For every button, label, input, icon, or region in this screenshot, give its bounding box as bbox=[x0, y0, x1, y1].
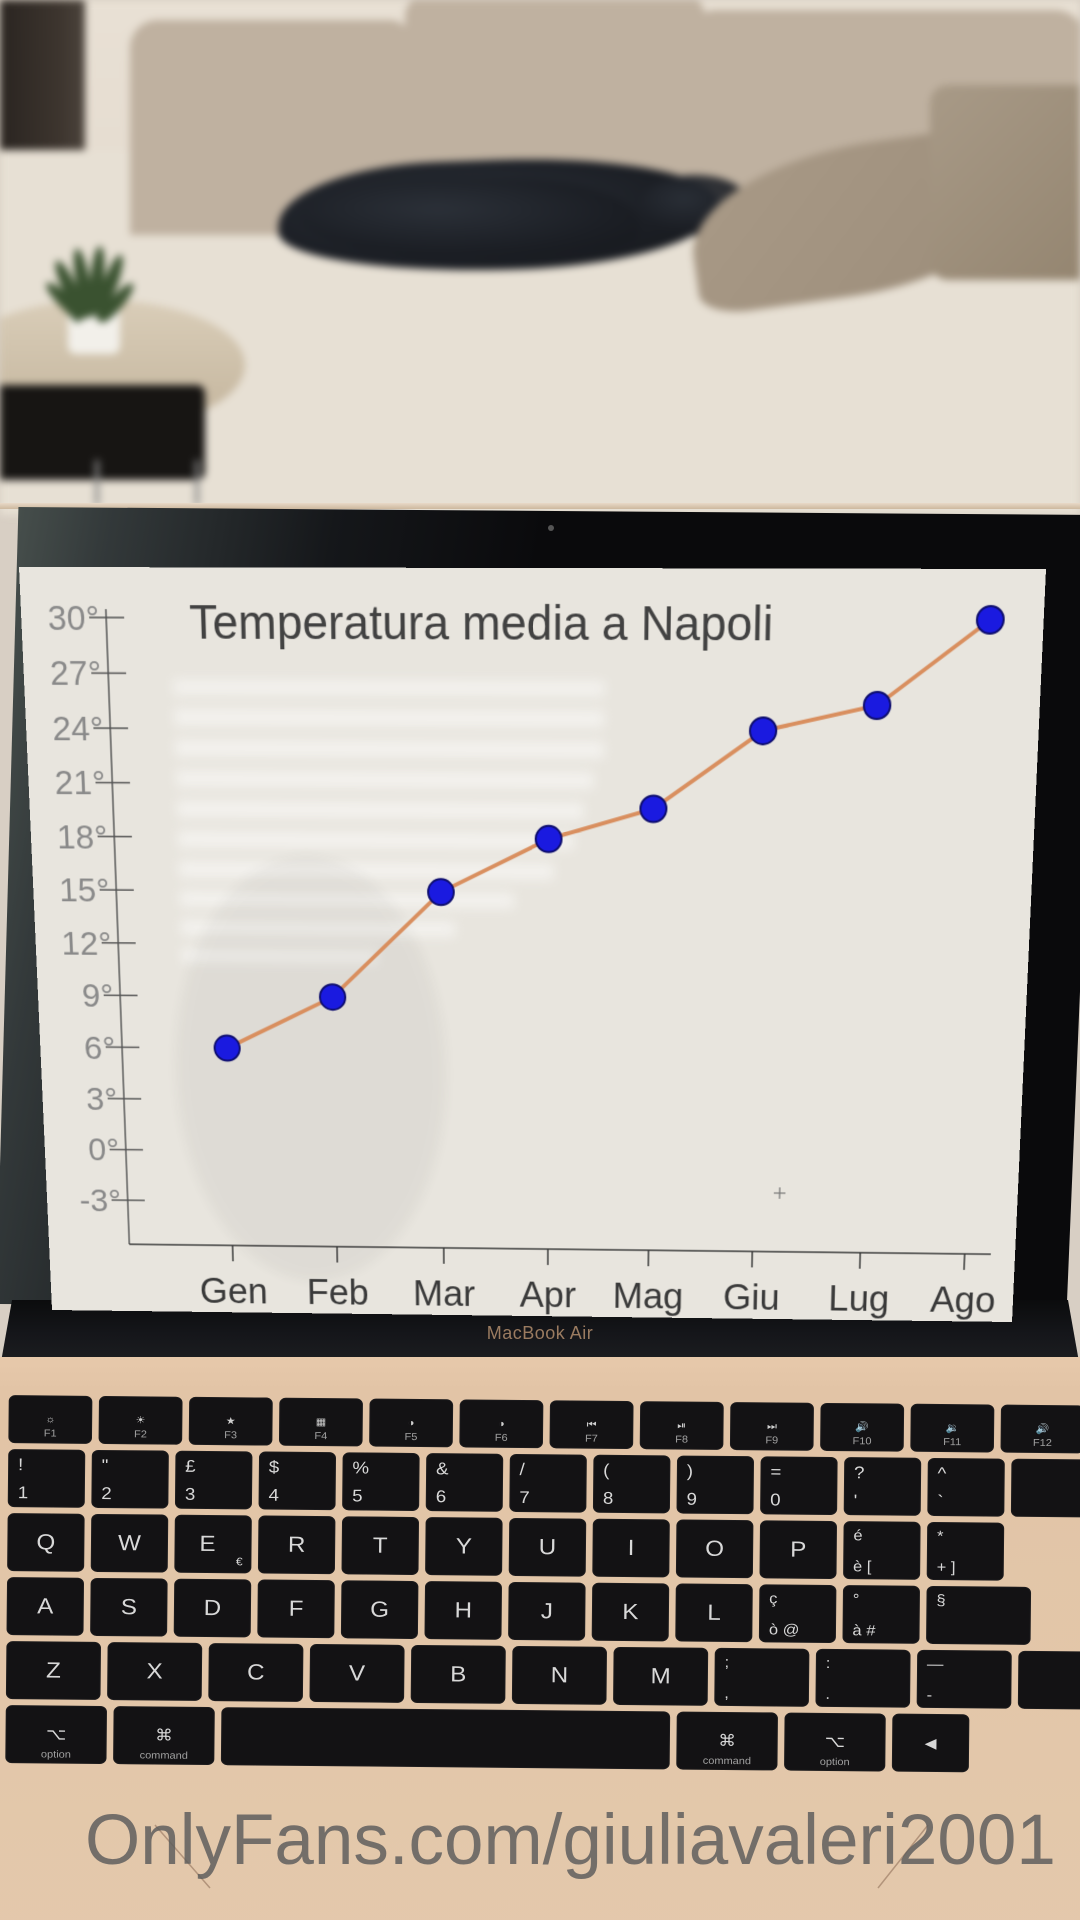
svg-text:Temperatura media a Napoli: Temperatura media a Napoli bbox=[189, 596, 774, 651]
svg-text:Apr: Apr bbox=[520, 1276, 576, 1315]
svg-text:27°: 27° bbox=[49, 654, 102, 693]
svg-text:Ago: Ago bbox=[929, 1281, 996, 1321]
svg-text:Lug: Lug bbox=[828, 1280, 890, 1320]
svg-text:Mag: Mag bbox=[613, 1277, 684, 1317]
svg-text:Mar: Mar bbox=[413, 1275, 475, 1314]
svg-text:Feb: Feb bbox=[306, 1273, 369, 1312]
svg-text:Giu: Giu bbox=[723, 1278, 780, 1318]
svg-text:Gen: Gen bbox=[199, 1272, 268, 1311]
svg-text:30°: 30° bbox=[47, 598, 100, 638]
